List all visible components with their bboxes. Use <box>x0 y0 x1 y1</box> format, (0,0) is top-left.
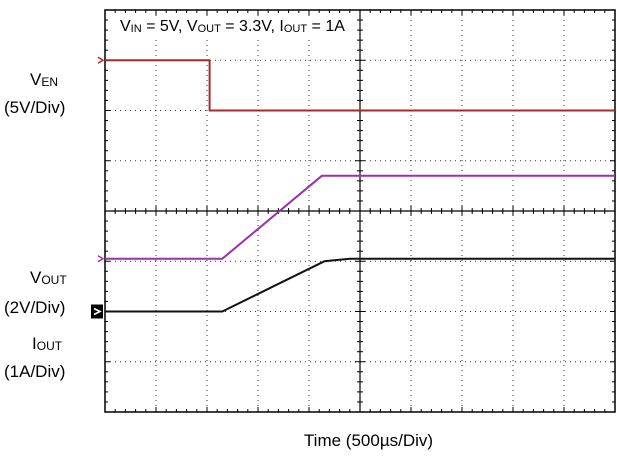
ven-trace <box>105 59 615 112</box>
iout-trace <box>105 257 615 313</box>
traces <box>105 59 615 313</box>
grid <box>104 9 616 413</box>
channel-markers <box>91 56 105 319</box>
x-axis-label: Time (500µs/Div) <box>303 431 434 450</box>
iout-channel-scale: (1A/Div) <box>4 362 66 381</box>
ven-marker-arrow <box>97 56 105 64</box>
vout-channel-scale: (2V/Div) <box>4 298 66 317</box>
vout-channel-name: VOUT <box>30 268 67 287</box>
ven-channel-name: VEN <box>30 70 59 89</box>
vout-marker-arrow <box>97 255 105 263</box>
iout-channel-name: IOUT <box>32 334 63 353</box>
ven-channel-scale: (5V/Div) <box>4 98 66 117</box>
test-conditions: VIN = 5V, VOUT = 3.3V, IOUT = 1A <box>118 17 347 38</box>
vout-trace <box>105 174 615 260</box>
iout-marker-box <box>91 304 103 319</box>
iout-marker-arrow <box>93 307 102 316</box>
